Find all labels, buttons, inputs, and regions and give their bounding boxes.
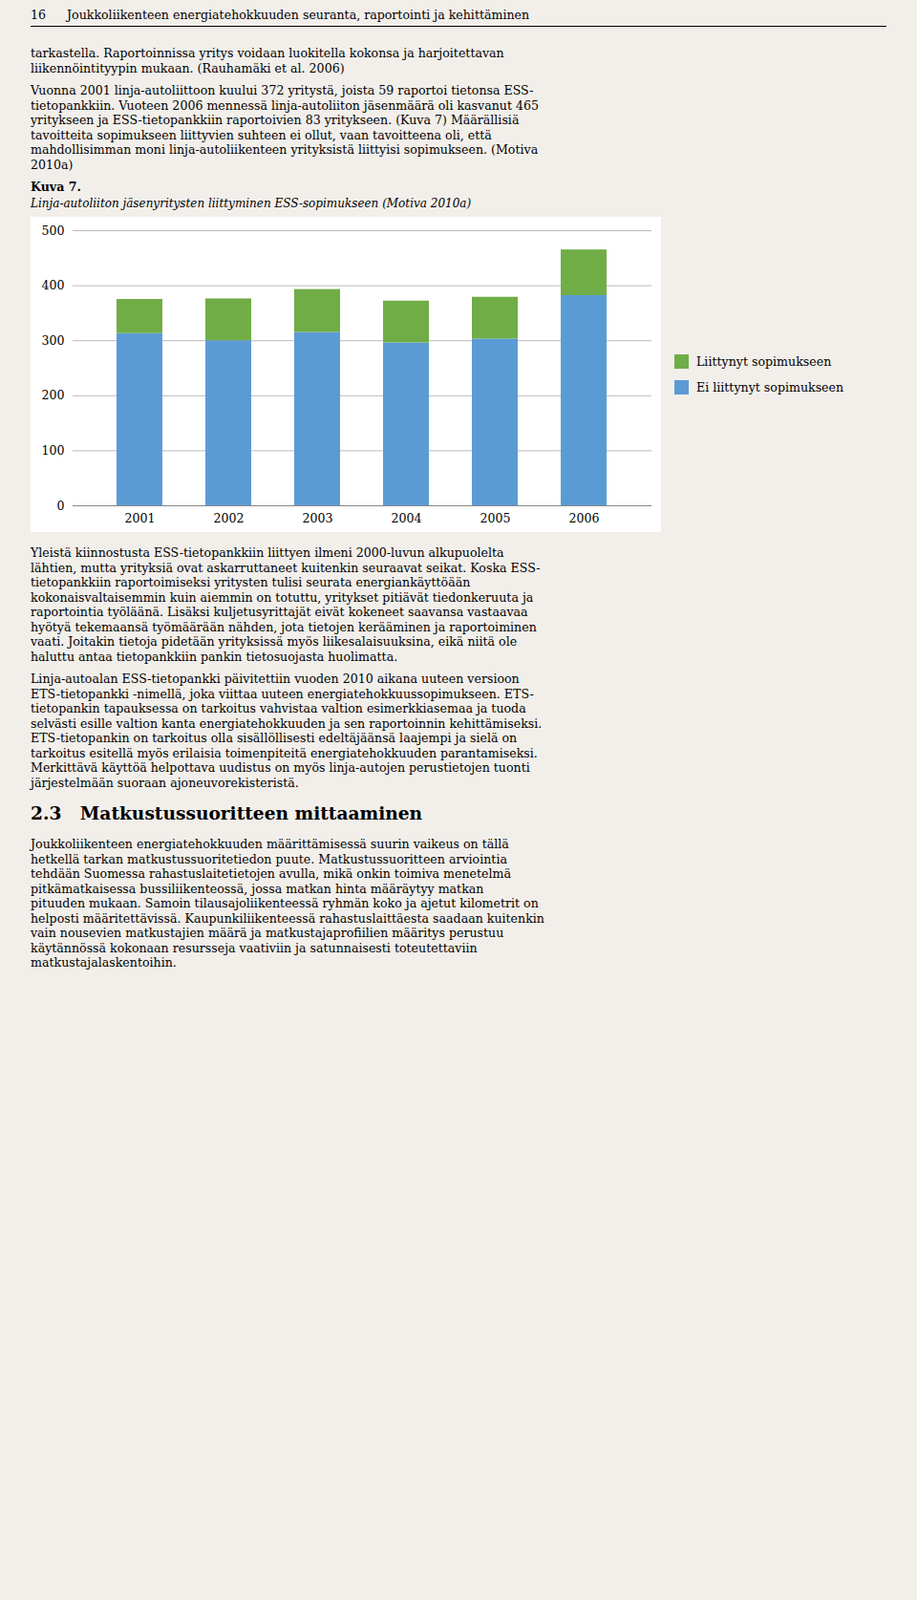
svg-text:300: 300 (41, 333, 64, 348)
html-text:Yleistä kiinnostusta ESS-tieto: Yleistä kiinnostusta ESS-tietopankkiin l… (30, 545, 504, 560)
html-text:mahdollisimman moni linja-auto: mahdollisimman moni linja-autoliikenteen… (30, 142, 538, 157)
html-text:Vuonna 2001 linja-autoliittoon: Vuonna 2001 linja-autoliittoon kuului 37… (30, 83, 534, 98)
html-text:hetkellä tarkan matkustussuori: hetkellä tarkan matkustussuoritetiedon p… (30, 851, 508, 866)
svg-text:200: 200 (41, 387, 64, 403)
html-text:kokonaisvaltaisemmin kuin aiem: kokonaisvaltaisemmin kuin aiemmin on tot… (30, 589, 534, 605)
html-text:Linja-autoalan ESS-tietopankki: Linja-autoalan ESS-tietopankki päivitett… (30, 671, 520, 686)
html-text:ETS-tietopankki -nimellä, joka: ETS-tietopankki -nimellä, joka viittaa u… (30, 686, 534, 701)
html-text:helposti määritettävissä. Kaup: helposti määritettävissä. Kaupunkiliiken… (30, 910, 545, 926)
svg-text:2001: 2001 (124, 511, 155, 526)
html-text:Liittynyt sopimukseen: Liittynyt sopimukseen (696, 354, 832, 369)
svg-text:100: 100 (41, 443, 64, 458)
html-text:Joukkoliikenteen energiatehokk: Joukkoliikenteen energiatehokkuuden määr… (30, 836, 510, 852)
html-text:hyötyä tekemaansä työmäärään n: hyötyä tekemaansä työmäärään nähden, jot… (30, 619, 537, 634)
html-text:Joukkoliikenteen energiatehokk: Joukkoliikenteen energiatehokkuuden seur… (66, 7, 530, 22)
html-text:selvästi esille valtion kanta: selvästi esille valtion kanta energiateh… (30, 715, 542, 731)
html-text:lähtien, mutta yrityksiä ovat: lähtien, mutta yrityksiä ovat askarrutta… (30, 560, 541, 575)
svg-text:2004: 2004 (390, 511, 422, 526)
html-text:käytännössä kokonaan resurssej: käytännössä kokonaan resursseja vaativii… (30, 940, 478, 955)
html-text:ETS-tietopankin on tarkoitus o: ETS-tietopankin on tarkoitus olla sisäll… (30, 730, 517, 746)
html-text:järjestelmään suoraan ajoneuvo: järjestelmään suoraan ajoneuvorekisteris… (30, 775, 299, 790)
svg-text:500: 500 (41, 223, 64, 238)
html-text:raportointia työläänä. Lisäksi: raportointia työläänä. Lisäksi kuljetusy… (30, 604, 528, 619)
html-text:pitkämatkaisessa bussiliikente: pitkämatkaisessa bussiliikenteossä, joss… (30, 881, 484, 896)
html-text:tehdään Suomessa rahastuslaite: tehdään Suomessa rahastuslaitetietojen a… (30, 866, 512, 881)
html-text:vain nousevien matkustajien mä: vain nousevien matkustajien määrä ja mat… (30, 925, 504, 940)
html-text:2010a): 2010a) (30, 157, 74, 172)
html-text:Merkittävä käyttöä helpottava: Merkittävä käyttöä helpottava uudistus o… (30, 760, 530, 775)
html-text:tarkoitus esitellä myös erilai: tarkoitus esitellä myös erilaisia toimen… (30, 745, 538, 760)
html-text:2.3 Matkustussuoritteen mittaa: 2.3 Matkustussuoritteen mittaaminen (30, 803, 423, 824)
html-text:16: 16 (30, 7, 46, 22)
html-text:tarkastella. Raportoinnissa yr: tarkastella. Raportoinnissa yritys voida… (30, 45, 505, 61)
html-text:tavoitteita sopimukseen liitty: tavoitteita sopimukseen liittyvien suhte… (30, 127, 492, 142)
html-text:pituuden mukaan. Samoin tilaus: pituuden mukaan. Samoin tilausajoliikent… (30, 895, 539, 911)
html-text:tietopankkiin. Vuoteen 2006 me: tietopankkiin. Vuoteen 2006 mennessä lin… (30, 97, 539, 113)
svg-text:0: 0 (56, 498, 64, 513)
svg-text:400: 400 (41, 277, 64, 293)
html-text:tietopankin tapauksessa on tar: tietopankin tapauksessa on tarkoitus vah… (30, 701, 527, 716)
svg-text:2003: 2003 (301, 511, 333, 526)
svg-text:2002: 2002 (213, 511, 244, 526)
html-text:matkustajalaskentoihin.: matkustajalaskentoihin. (30, 955, 177, 970)
svg-text:2005: 2005 (479, 511, 511, 526)
html-text:liikennöintityypin mukaan. (Ra: liikennöintityypin mukaan. (Rauhamäki et… (30, 60, 345, 75)
html-text:tietopankkiin raportoimiseksi: tietopankkiin raportoimiseksi yritysten … (30, 575, 471, 590)
html-text:yritykseen ja ESS-tietopankkii: yritykseen ja ESS-tietopankkiin raportoi… (30, 112, 520, 128)
html-text:Linja-autoliiton jäsenyrityste: Linja-autoliiton jäsenyritysten liittymi… (30, 196, 472, 210)
svg-text:2006: 2006 (568, 511, 599, 526)
html-text:haluttu antaa tietopankkiin pa: haluttu antaa tietopankkiin pankin tieto… (30, 649, 398, 664)
html-text:vaati. Joitakin tietoja pidetä: vaati. Joitakin tietoja pidetään yrityks… (30, 634, 517, 649)
html-text:Ei liittynyt sopimukseen: Ei liittynyt sopimukseen (696, 380, 844, 395)
html-text:Kuva 7.: Kuva 7. (30, 179, 82, 194)
